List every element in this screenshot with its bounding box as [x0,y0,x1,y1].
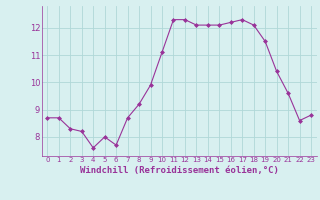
X-axis label: Windchill (Refroidissement éolien,°C): Windchill (Refroidissement éolien,°C) [80,166,279,175]
